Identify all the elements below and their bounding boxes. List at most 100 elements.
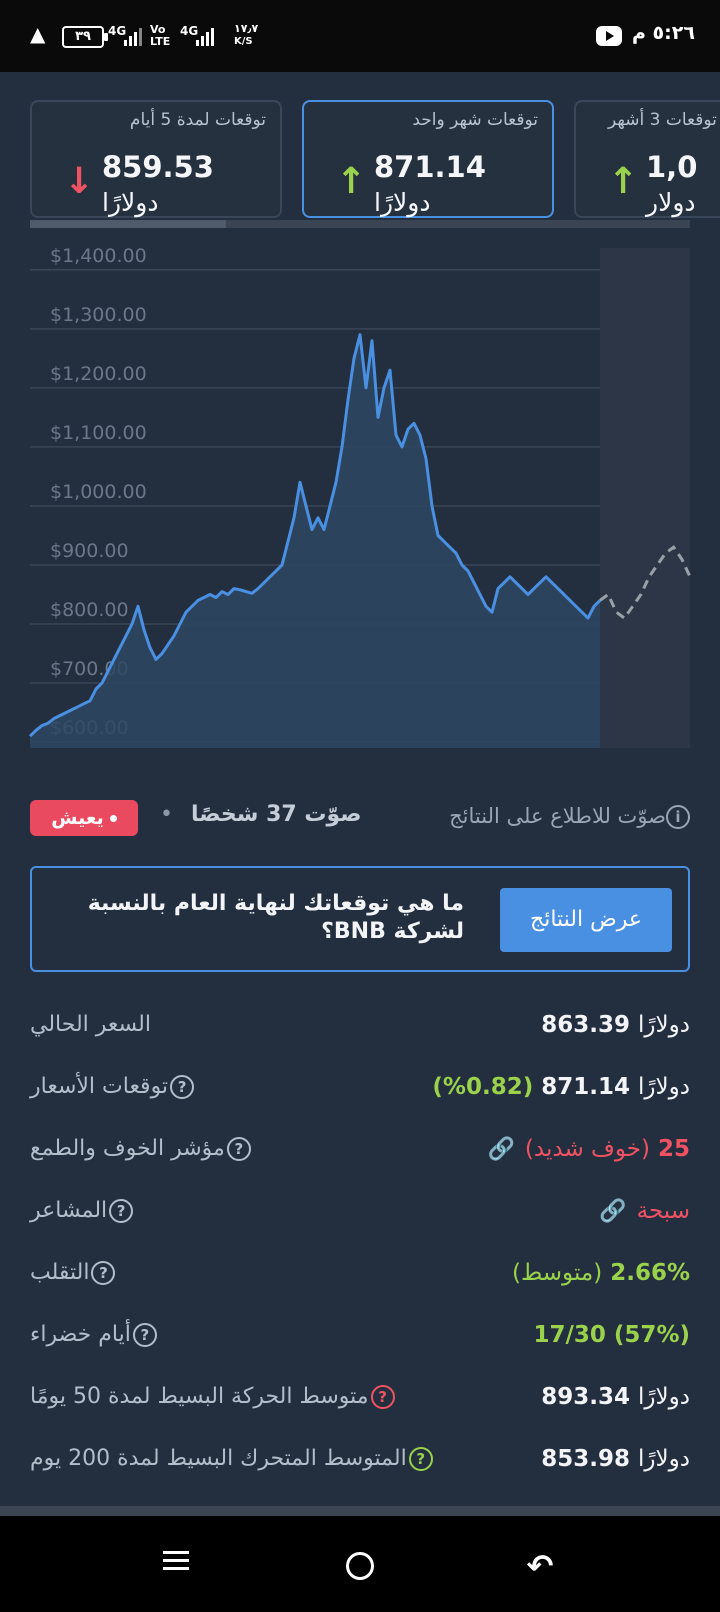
stat-number: 871.14 (541, 1074, 631, 1100)
signal-icon (124, 28, 142, 46)
stat-label: التقلب (30, 1260, 90, 1285)
stat-unit: دولارًا (638, 1446, 690, 1472)
stat-label-wrap: المتوسط المتحرك البسيط لمدة 200 يوم? (30, 1446, 433, 1471)
stat-label: المشاعر (30, 1198, 108, 1223)
card-unit: دولارًا (102, 188, 159, 217)
stat-value: دولارًا 853.98 (541, 1446, 690, 1472)
stat-level: (متوسط) (511, 1260, 603, 1286)
stat-row-price-prediction: توقعات الأسعار? دولارًا 871.14 (0.82%) (30, 1074, 690, 1136)
stat-number: 893.34 (541, 1384, 631, 1410)
stats-table: السعر الحالي دولارًا 863.39 توقعات الأسع… (30, 1012, 690, 1508)
stat-sentiment: (خوف شديد) (524, 1136, 650, 1162)
network-type-2: 4G (180, 24, 199, 38)
battery-level: ٣٩ (75, 29, 91, 44)
price-area (30, 334, 600, 748)
recent-apps-button[interactable] (156, 1546, 196, 1586)
battery-icon: ٣٩ (62, 26, 108, 48)
card-label: توقعات 3 أشهر (608, 110, 717, 130)
question-box: عرض النتائج ما هي توقعاتك لنهاية العام ب… (30, 866, 690, 972)
stat-value: دولارًا 863.39 (541, 1012, 690, 1038)
card-unit: دولارًا (374, 188, 431, 217)
show-results-button[interactable]: عرض النتائج (500, 888, 672, 952)
stat-label: السعر الحالي (30, 1012, 151, 1037)
vote-row: يعيش • صوّت 37 شخصًا صوّت للاطلاع على الن… (0, 800, 720, 840)
stat-row-fear-greed: مؤشر الخوف والطمع? 🔗 (خوف شديد) 25 (30, 1136, 690, 1198)
y-tick-label: $1,200.00 (50, 363, 147, 385)
notification-icon: ▲ (30, 22, 46, 46)
vote-count: • صوّت 37 شخصًا (160, 802, 362, 827)
stat-label-wrap: توقعات الأسعار? (30, 1074, 195, 1099)
cards-scroll-thumb[interactable] (30, 220, 226, 228)
live-dot-icon (109, 815, 117, 822)
info-icon[interactable]: i (666, 805, 690, 829)
prediction-card-3-months[interactable]: توقعات 3 أشهر ↑ 1,0 دولار (574, 100, 720, 218)
prediction-card-1-month[interactable]: توقعات شهر واحد ↑ 871.14 دولارًا (302, 100, 554, 218)
stat-number: 863.39 (541, 1012, 631, 1038)
link-icon[interactable]: 🔗 (487, 1137, 515, 1162)
stat-value: (متوسط) 2.66% (512, 1260, 690, 1286)
stat-value: 🔗 (خوف شديد) 25 (488, 1136, 690, 1162)
arrow-up-icon: ↑ (608, 161, 639, 202)
link-icon[interactable]: 🔗 (599, 1199, 627, 1224)
net-speed-value: ١٧٫٧ (234, 22, 259, 35)
live-badge-label: يعيش (51, 807, 104, 829)
arrow-up-icon: ↑ (336, 161, 367, 202)
stat-label-wrap: متوسط الحركة البسيط لمدة 50 يومًا? (30, 1384, 395, 1409)
y-tick-label: $1,000.00 (50, 481, 147, 503)
question-text: ما هي توقعاتك لنهاية العام بالنسبة لشركة… (87, 891, 464, 944)
help-icon[interactable]: ? (370, 1385, 395, 1409)
card-label: توقعات لمدة 5 أيام (129, 110, 266, 130)
price-chart[interactable]: $1,400.00 $1,300.00 $1,200.00 $1,100.00 $1,0… (0, 238, 720, 773)
stat-label: المتوسط المتحرك البسيط لمدة 200 يوم (30, 1446, 407, 1471)
cards-scrollbar[interactable] (30, 220, 690, 228)
help-icon[interactable]: ? (408, 1447, 433, 1471)
prediction-card-5-days[interactable]: توقعات لمدة 5 أيام ↓ 859.53 دولارًا (30, 100, 282, 218)
stat-value: 17/30 (57%) (533, 1322, 691, 1348)
stat-label: توقعات الأسعار (30, 1074, 169, 1099)
stat-number: سبحة (636, 1198, 690, 1224)
stat-label-wrap: التقلب? (30, 1260, 116, 1285)
stat-number: 25 (657, 1136, 690, 1162)
stat-number: 2.66% (610, 1260, 690, 1286)
card-value: 859.53 (102, 150, 214, 184)
clock: ٥:٢٦ م (632, 22, 695, 44)
help-icon[interactable]: ? (170, 1075, 195, 1099)
home-icon (346, 1552, 374, 1580)
network-type: 4G (108, 24, 127, 38)
stat-label: متوسط الحركة البسيط لمدة 50 يومًا (30, 1384, 369, 1409)
stat-label-wrap: أيام خضراء? (30, 1322, 157, 1347)
stat-value: دولارًا 871.14 (0.82%) (432, 1074, 690, 1100)
stat-label: أيام خضراء (30, 1322, 131, 1347)
signal-icon-2 (196, 28, 214, 46)
y-tick-label: $1,100.00 (50, 422, 147, 444)
price-chart-svg: $1,400.00 $1,300.00 $1,200.00 $1,100.00 $1,0… (28, 245, 692, 748)
status-bar: ▲ ٣٩ 4G Vo LTE 4G ١٧٫٧ K/S ٥:٢٦ م (0, 0, 720, 72)
back-button[interactable]: ↶ (526, 1547, 554, 1585)
stat-row-sma-50: متوسط الحركة البسيط لمدة 50 يومًا? دولار… (30, 1384, 690, 1446)
stat-label-wrap: مؤشر الخوف والطمع? (30, 1136, 251, 1161)
help-icon[interactable]: ? (109, 1199, 134, 1223)
price-line (28, 333, 602, 738)
youtube-icon (596, 26, 622, 46)
stat-value: دولارًا 893.34 (541, 1384, 690, 1410)
card-label: توقعات شهر واحد (412, 110, 538, 130)
arrow-down-icon: ↓ (64, 161, 95, 202)
stat-row-sma-200: المتوسط المتحرك البسيط لمدة 200 يوم? دول… (30, 1446, 690, 1508)
help-icon[interactable]: ? (132, 1323, 157, 1347)
stat-value: 🔗 سبحة (599, 1198, 690, 1224)
net-speed-unit: K/S (234, 36, 253, 47)
y-tick-label: $800.00 (50, 599, 129, 621)
help-icon[interactable]: ? (91, 1261, 116, 1285)
page-scrollbar[interactable] (0, 1506, 720, 1516)
prediction-cards: توقعات لمدة 5 أيام ↓ 859.53 دولارًا توقع… (0, 100, 720, 222)
help-icon[interactable]: ? (226, 1137, 251, 1161)
stat-row-current-price: السعر الحالي دولارًا 863.39 (30, 1012, 690, 1074)
vote-info[interactable]: صوّت للاطلاع على النتائج i (449, 804, 690, 829)
home-button[interactable] (340, 1546, 380, 1586)
stat-row-sentiment: المشاعر? 🔗 سبحة (30, 1198, 690, 1260)
stat-change: (0.82%) (432, 1074, 534, 1100)
stat-row-green-days: أيام خضراء? 17/30 (57%) (30, 1322, 690, 1384)
stat-row-volatility: التقلب? (متوسط) 2.66% (30, 1260, 690, 1322)
navigation-bar: ↶ (0, 1516, 720, 1612)
card-value: 1,0 (646, 150, 698, 184)
